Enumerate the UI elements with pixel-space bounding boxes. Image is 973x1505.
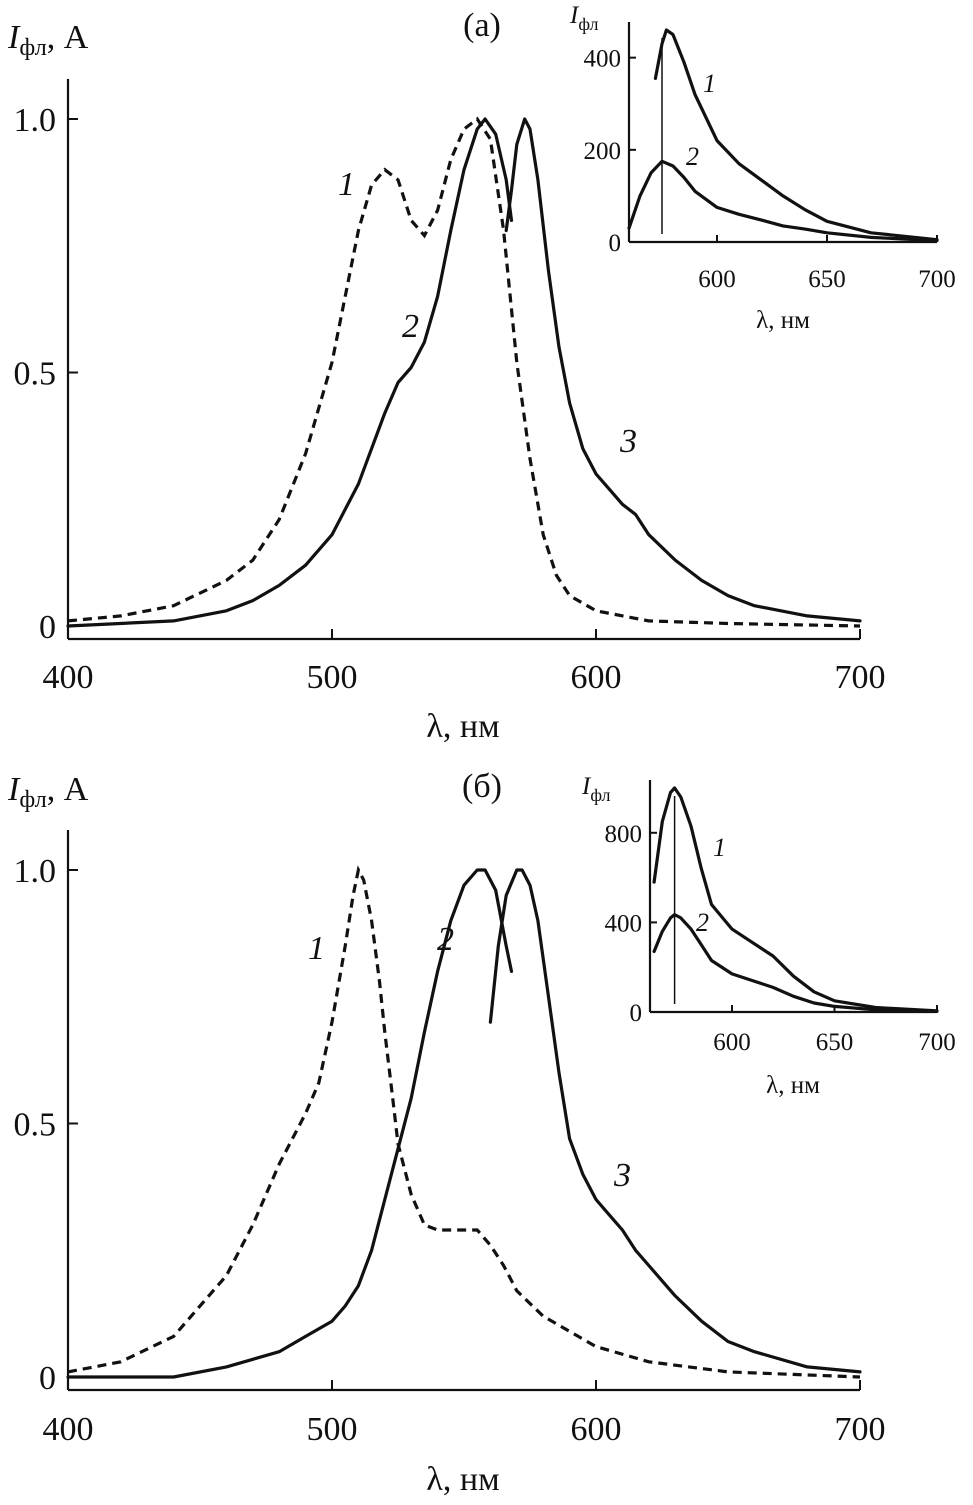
inset-y-tick-label: 0 — [609, 230, 622, 257]
series-label-2: 2 — [402, 308, 419, 345]
y-axis-title-main: I — [7, 771, 21, 808]
x-tick-label: 700 — [835, 1411, 886, 1448]
x-tick-label: 600 — [571, 659, 622, 696]
x-tick-label: 600 — [571, 1411, 622, 1448]
x-tick-label: 400 — [43, 659, 94, 696]
inset-x-axis-title: λ, нм — [766, 1072, 820, 1099]
series-line-2 — [66, 117, 514, 628]
inset-x-axis-title: λ, нм — [756, 307, 810, 334]
inset-series-label-1: 1 — [703, 69, 716, 98]
y-axis-title-main: I — [7, 19, 21, 56]
inset-y-tick-label: 200 — [584, 138, 622, 165]
inset-x-tick-label: 650 — [816, 1029, 854, 1056]
y-axis-title-suffix: , A — [47, 19, 89, 56]
inset-x-tick-label: 700 — [918, 266, 956, 293]
series-label-1: 1 — [308, 930, 325, 967]
inset-series-line-2 — [627, 159, 939, 243]
y-axis-title-sub: фл — [19, 786, 46, 813]
inset-x-tick-label: 700 — [918, 1029, 956, 1056]
panel-label: (a) — [463, 7, 501, 44]
y-axis-title: Iфл, A — [7, 771, 89, 813]
y-tick-label: 0.5 — [14, 356, 57, 393]
y-axis-title-suffix: , A — [47, 771, 89, 808]
inset-chart: 600 650 700 0 400 800 Iфл λ, нм 1 2 — [581, 773, 956, 1099]
series-line-3 — [488, 868, 862, 1374]
series-label-3: 3 — [619, 423, 637, 460]
inset-x-tick-label: 600 — [713, 1029, 751, 1056]
inset-y-tick-label: 0 — [630, 1000, 643, 1027]
inset-y-tick-label: 400 — [605, 910, 643, 937]
series-line-1 — [67, 116, 861, 628]
series-label-3: 3 — [613, 1157, 631, 1194]
inset-y-axis-title-sub: фл — [578, 14, 598, 34]
inset-y-tick-label: 800 — [605, 821, 643, 848]
y-tick-label: 0 — [39, 1360, 56, 1397]
inset-series-line-1 — [652, 786, 939, 1013]
series-line-3 — [504, 117, 862, 623]
x-tick-label: 500 — [307, 659, 358, 696]
y-tick-label: 0 — [39, 609, 56, 646]
series-label-2: 2 — [437, 921, 454, 958]
y-tick-label: 1.0 — [14, 102, 57, 139]
inset-y-axis-title-sub: фл — [590, 785, 610, 805]
inset-series-label-1: 1 — [713, 833, 726, 862]
x-axis-title: λ, нм — [426, 708, 499, 745]
inset-series-label-2: 2 — [686, 142, 699, 171]
y-axis-title-sub: фл — [19, 34, 46, 61]
inset-y-axis-title-main: I — [569, 2, 580, 29]
series-line-1 — [67, 865, 861, 1379]
y-tick-label: 0.5 — [14, 1107, 57, 1144]
inset-series-line-2 — [652, 912, 939, 1013]
series-line-2 — [66, 868, 514, 1379]
inset-series-label-2: 2 — [696, 908, 709, 937]
x-tick-label: 700 — [835, 659, 886, 696]
inset-x-tick-label: 650 — [808, 266, 846, 293]
series-label-1: 1 — [338, 166, 355, 203]
x-tick-label: 500 — [307, 1411, 358, 1448]
inset-y-tick-label: 400 — [584, 46, 622, 73]
inset-x-tick-label: 600 — [698, 266, 736, 293]
inset-series-line-1 — [653, 28, 939, 242]
y-axis-title: Iфл, A — [7, 19, 89, 61]
x-tick-label: 400 — [43, 1411, 94, 1448]
inset-y-axis-title: Iфл — [581, 773, 611, 805]
panel-label: (б) — [462, 768, 502, 805]
y-tick-label: 1.0 — [14, 853, 57, 890]
inset-y-axis-title-main: I — [581, 773, 592, 800]
inset-y-axis-title: Iфл — [569, 2, 599, 34]
x-axis-title: λ, нм — [426, 1461, 499, 1498]
